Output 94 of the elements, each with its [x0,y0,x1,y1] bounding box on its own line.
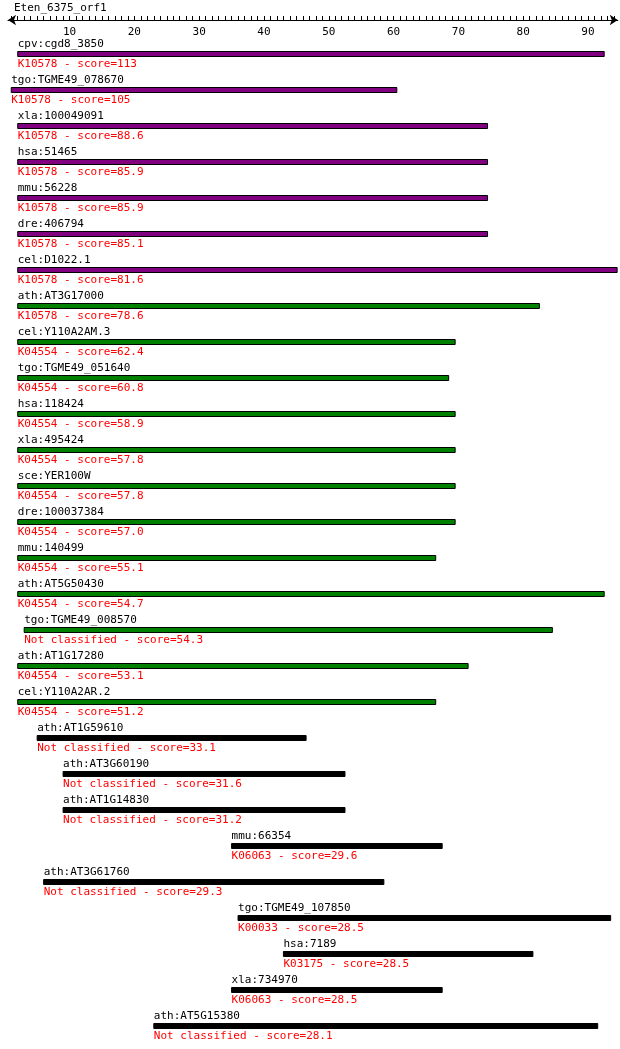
annotation: K04554 - score=60.8 [17,381,144,394]
bar [17,375,450,381]
annotation: K03175 - score=28.5 [283,957,410,970]
bar [231,843,443,849]
y-tick-label: tgo:TGME49_078670 [11,73,124,86]
bar [17,663,469,669]
annotation: K04554 - score=54.7 [17,597,144,610]
y-tick-label: cel:Y110A2AR.2 [17,685,111,698]
y-tick-label: ath:AT3G17000 [17,289,104,302]
annotation: K04554 - score=51.2 [17,705,144,718]
annotation: Not classified - score=31.6 [63,777,242,790]
annotation: K10578 - score=81.6 [17,273,144,286]
annotation: K06063 - score=28.5 [231,993,358,1006]
x-tick-label: 80 [516,25,530,38]
annotation: Not classified - score=54.3 [24,633,204,646]
annotation: K04554 - score=57.8 [17,453,144,466]
annotation: K04554 - score=53.1 [17,669,144,682]
x-tick-label: 10 [62,25,77,38]
annotation: K10578 - score=85.9 [17,201,144,214]
bar [17,195,489,201]
bar [17,51,605,57]
bar [17,339,456,345]
y-tick-label: mmu:66354 [231,829,292,842]
bar [17,411,456,417]
y-tick-label: tgo:TGME49_107850 [238,901,351,914]
y-tick-label: xla:100049091 [17,109,104,122]
y-tick-label: hsa:51465 [17,145,78,158]
annotation: K04554 - score=55.1 [17,561,144,574]
y-tick-label: ath:AT1G14830 [63,793,150,806]
annotation: K10578 - score=88.6 [17,129,144,142]
bar [282,951,534,957]
y-tick-label: mmu:140499 [17,541,84,554]
y-tick-label: tgo:TGME49_008570 [24,613,137,626]
annotation: K04554 - score=57.0 [17,525,144,538]
bar [237,915,612,921]
annotation: K10578 - score=78.6 [17,309,144,322]
bar [17,123,489,129]
y-tick-label: ath:AT5G15380 [153,1009,240,1022]
y-tick-label: ath:AT3G60190 [63,757,150,770]
bar [10,87,398,93]
y-tick-label: sce:YER100W [17,469,91,482]
bar [17,231,489,237]
x-tick-label: 30 [192,25,206,38]
x-tick-label: 20 [127,25,141,38]
annotation: Not classified - score=31.2 [63,813,242,826]
bar [153,1023,599,1029]
bar [62,807,346,813]
y-tick-label: ath:AT3G61760 [43,865,130,878]
annotation: K10578 - score=105 [11,93,131,106]
annotation: Not classified - score=33.1 [37,741,216,754]
x-tick-label: 40 [257,25,271,38]
bar [17,303,540,309]
y-tick-label: cpv:cgd8_3850 [17,37,104,50]
y-tick-label: tgo:TGME49_051640 [17,361,131,374]
y-tick-label: cel:D1022.1 [17,253,91,266]
bar [17,591,605,597]
y-tick-label: ath:AT1G59610 [37,721,124,734]
bar [17,159,489,165]
bar [17,483,456,489]
annotation: K04554 - score=58.9 [17,417,144,430]
bar [23,627,553,633]
bar [62,771,346,777]
annotation: K10578 - score=85.9 [17,165,144,178]
annotation: K04554 - score=57.8 [17,489,144,502]
x-tick-label: 50 [322,25,336,38]
y-tick-label: ath:AT5G50430 [17,577,104,590]
annotation: K06063 - score=29.6 [231,849,358,862]
bar [231,987,443,993]
x-tick-label: 60 [386,25,401,38]
bar [43,879,385,885]
bar [17,699,437,705]
annotation: K10578 - score=113 [17,57,137,70]
y-tick-label: hsa:118424 [17,397,85,410]
x-tick-label: 70 [451,25,466,38]
annotation: K00033 - score=28.5 [238,921,364,934]
y-tick-label: cel:Y110A2AM.3 [17,325,111,338]
annotation: Not classified - score=28.1 [153,1029,333,1042]
bar [17,447,456,453]
x-tick-label: 90 [581,25,595,38]
annotation: K10578 - score=85.1 [17,237,144,250]
annotation: Not classified - score=29.3 [43,885,223,898]
chart-title: Eten_6375_orf1 [14,1,107,14]
y-tick-label: hsa:7189 [283,937,337,950]
bar [17,267,618,273]
y-tick-label: ath:AT1G17280 [17,649,104,662]
annotation: K04554 - score=62.4 [17,345,144,358]
y-tick-label: xla:495424 [17,433,85,446]
y-tick-label: xla:734970 [231,973,298,986]
bar [17,519,456,525]
y-tick-label: dre:406794 [17,217,85,230]
y-tick-label: mmu:56228 [17,181,78,194]
bar [17,555,437,561]
bar [36,735,307,741]
y-tick-label: dre:100037384 [17,505,105,518]
